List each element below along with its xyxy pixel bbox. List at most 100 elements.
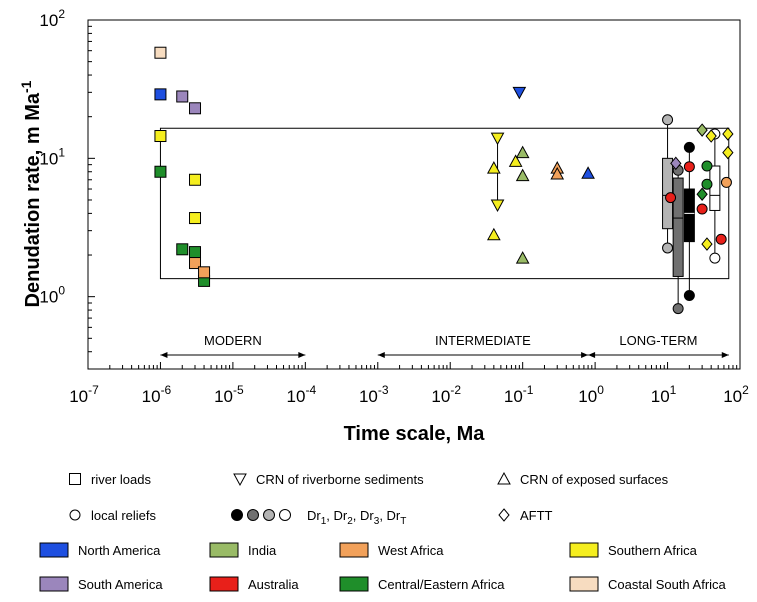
legend-swatch-india	[209, 542, 239, 558]
legend-dr-sub: 2	[347, 516, 353, 527]
x-tick-exp: -5	[233, 383, 244, 397]
data-point-diamond-india	[696, 123, 708, 137]
x-tick-label: 10-6	[142, 383, 172, 406]
legend-label-west_africa: West Africa	[378, 543, 444, 558]
data-point-circle-australia	[665, 192, 677, 204]
x-tick-base: 10	[142, 387, 161, 406]
legend-swatch-north_america	[39, 542, 69, 558]
legend-symbol-diamond	[498, 508, 510, 522]
legend-label-coastal_south_africa: Coastal South Africa	[608, 577, 727, 592]
legend-dr-sep: ,	[353, 508, 360, 523]
data-point-square-west_africa	[198, 266, 211, 279]
y-tick-label: 100	[39, 284, 65, 307]
data-point-circle-dr2	[672, 303, 684, 315]
y-axis-title-main: Denudation rate, m Ma	[22, 92, 44, 307]
x-tick-label: 10-1	[504, 383, 534, 406]
x-tick-label: 10-7	[69, 383, 99, 406]
x-tick-exp: 1	[670, 383, 677, 397]
x-tick-label: 10-2	[431, 383, 461, 406]
legend-label-diamond: AFTT	[520, 508, 553, 523]
x-tick-base: 10	[723, 387, 742, 406]
period-label: INTERMEDIATE	[435, 333, 531, 348]
legend-label-central_eastern_africa: Central/Eastern Africa	[378, 577, 505, 592]
data-point-triangle-up-southern_africa	[486, 161, 501, 174]
data-point-square-south_america	[176, 90, 189, 103]
legend-dr-sub: 3	[374, 516, 380, 527]
y-tick-label: 102	[39, 7, 65, 30]
data-point-diamond-southern_africa	[722, 145, 734, 160]
legend-label-australia: Australia	[248, 577, 299, 592]
legend-swatch-south_america	[39, 576, 69, 592]
legend-label-circle: local reliefs	[91, 508, 157, 523]
legend-swatch-australia	[209, 576, 239, 592]
legend: river loads CRN of riverborne sediments CR…	[39, 471, 727, 592]
data-point-circle-australia	[715, 233, 727, 245]
data-point-diamond-southern_africa	[701, 237, 713, 251]
period-arrowhead-right	[581, 352, 589, 358]
data-point-triangle-up-north_america	[581, 166, 595, 179]
box-drT	[709, 165, 721, 211]
period-arrowhead-right	[721, 352, 729, 358]
data-point-circle-central_eastern_africa	[701, 178, 713, 190]
legend-label-north_america: North America	[78, 543, 161, 558]
y-tick-label: 101	[39, 145, 65, 168]
data-point-square-south_america	[189, 102, 202, 115]
data-point-circle-drT	[709, 252, 721, 264]
y-tick-exp: 1	[58, 145, 65, 159]
data-point-triangle-up-west_africa	[550, 166, 565, 180]
data-point-square-coastal_south_africa	[154, 46, 167, 59]
x-tick-label: 102	[723, 383, 749, 406]
period-arrowhead-right	[298, 352, 306, 358]
data-point-circle-west_africa	[720, 176, 732, 188]
legend-label-south_america: South America	[78, 577, 163, 592]
data-point-circle-dr3	[662, 114, 674, 126]
data-point-triangle-down-north_america	[512, 86, 527, 100]
legend-symbol-square	[69, 473, 81, 485]
x-tick-exp: -1	[523, 383, 534, 397]
box-dr1	[683, 188, 695, 243]
legend-label-triangle-up: CRN of exposed surfaces	[520, 472, 669, 487]
x-tick-label: 10-4	[287, 383, 317, 406]
data-point-square-southern_africa	[189, 212, 202, 225]
data-point-triangle-up-india	[515, 168, 530, 182]
data-point-square-central_eastern_africa	[189, 246, 202, 259]
legend-symbol-triangle-down	[233, 473, 247, 487]
x-tick-label: 101	[651, 383, 677, 406]
envelope-rect	[159, 127, 730, 280]
x-tick-exp: -7	[88, 383, 99, 397]
legend-label-dr: Dr1, Dr2, Dr3, DrT	[307, 508, 406, 527]
x-tick-base: 10	[431, 387, 450, 406]
legend-label-india: India	[248, 543, 277, 558]
x-tick-base: 10	[651, 387, 670, 406]
plot-frame	[87, 19, 741, 370]
period-arrowhead-left	[160, 352, 168, 358]
legend-dr-circle	[263, 509, 275, 521]
data-point-diamond-south_america	[670, 156, 682, 171]
x-tick-label: 10-3	[359, 383, 389, 406]
legend-dr-base: Dr	[307, 508, 321, 523]
legend-dr-circle	[247, 509, 259, 521]
legend-symbol-circle	[69, 509, 81, 521]
legend-dr-sub: 1	[321, 516, 327, 527]
x-tick-label: 10-5	[214, 383, 244, 406]
data-point-circle-dr3	[662, 242, 674, 254]
y-tick-base: 10	[39, 288, 58, 307]
legend-swatch-west_africa	[339, 542, 369, 558]
x-tick-exp: -3	[378, 383, 389, 397]
x-tick-base: 10	[69, 387, 88, 406]
legend-dr-sub: T	[400, 516, 406, 527]
y-tick-exp: 0	[58, 284, 65, 298]
legend-dr-circle	[231, 509, 243, 521]
data-point-circle-dr1	[683, 289, 695, 301]
x-axis-title: Time scale, Ma	[344, 423, 486, 445]
data-point-triangle-up-india	[515, 145, 530, 159]
x-tick-base: 10	[359, 387, 378, 406]
data-point-triangle-down-southern_africa	[490, 132, 505, 146]
legend-symbol-triangle-up	[497, 471, 511, 485]
legend-dr-sep: ,	[326, 508, 333, 523]
x-tick-base: 10	[504, 387, 523, 406]
data-point-triangle-up-india	[515, 251, 530, 264]
data-point-circle-australia	[683, 161, 695, 173]
data-point-circle-australia	[696, 203, 708, 215]
